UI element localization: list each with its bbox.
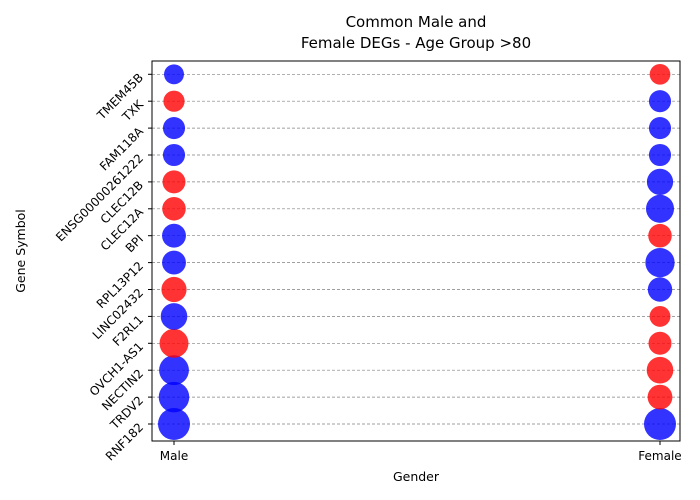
plot-frame: [151, 60, 681, 442]
bubble-male-clec12b: [162, 170, 186, 194]
bubble-male-txk: [163, 90, 185, 112]
y-axis-label: Gene Symbol: [13, 209, 28, 293]
bubble-female-clec12a: [645, 194, 675, 223]
bubble-male-ovch1-as1: [159, 328, 189, 358]
data-points: [158, 63, 676, 440]
bubble-male-nectin2: [159, 355, 189, 386]
bubble-female-rnf182: [644, 408, 676, 440]
bubble-male-rnf182: [158, 408, 190, 440]
x-axis-label: Gender: [393, 469, 440, 484]
x-tick-label: Female: [638, 449, 681, 463]
bubble-female-clec12b: [646, 168, 674, 196]
bubble-female-ensg00000261222: [648, 143, 672, 167]
bubble-male-rpl13p12: [162, 250, 186, 275]
bubble-female-nectin2: [646, 356, 674, 384]
bubble-male-clec12a: [162, 197, 186, 221]
bubble-male-ensg00000261222: [162, 143, 186, 167]
bubble-female-trdv2: [647, 384, 673, 410]
bubble-female-tmem45b: [649, 63, 671, 85]
bubble-male-bpi: [162, 223, 186, 248]
bubble-female-txk: [648, 90, 672, 113]
bubble-female-ovch1-as1: [648, 331, 672, 355]
bubble-female-bpi: [648, 223, 672, 248]
bubble-female-fam118a: [648, 117, 672, 140]
grid-lines: [152, 73, 680, 425]
bubble-male-fam118a: [162, 117, 186, 140]
bubble-male-f2rl1: [160, 303, 188, 330]
bubble-female-linc02432: [647, 277, 673, 302]
bubble-male-linc02432: [161, 276, 187, 303]
x-tick-label: Male: [160, 449, 188, 463]
chart-title-line-2: Female DEGs - Age Group >80: [301, 34, 531, 52]
bubble-female-rpl13p12: [645, 247, 675, 278]
bubble-male-tmem45b: [164, 64, 184, 85]
x-axis-ticks: Male Female: [160, 441, 682, 463]
chart-title-line-1: Common Male and: [346, 13, 487, 31]
bubble-female-f2rl1: [649, 305, 671, 327]
bubble-male-trdv2: [158, 381, 190, 413]
